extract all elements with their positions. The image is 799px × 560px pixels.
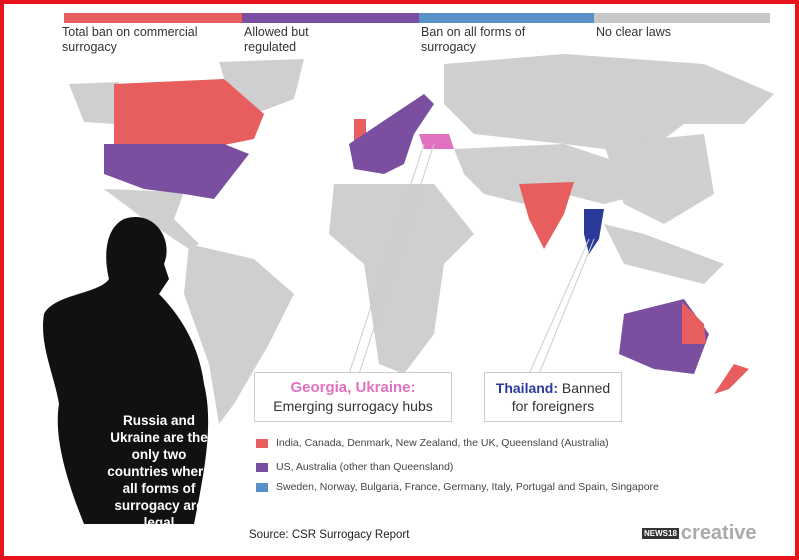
europe-regulated (349, 94, 434, 174)
canada (114, 79, 264, 149)
ukraine-georgia (419, 134, 454, 149)
legend-label: No clear laws (596, 25, 672, 39)
legend-bar-all-ban (419, 13, 594, 23)
legend-label: Ban on all forms of surrogacy (421, 25, 526, 54)
callout-line (358, 143, 435, 375)
africa (329, 184, 474, 374)
callout-text: Emerging surrogacy hubs (273, 398, 433, 414)
country-key-text: Sweden, Norway, Bulgaria, France, German… (276, 481, 659, 493)
queensland (682, 302, 706, 344)
callout-line (348, 143, 425, 375)
legend-bar-regulated (242, 13, 419, 23)
china-east (604, 134, 714, 224)
thailand-callout: Thailand: Banned for foreigners (484, 372, 622, 422)
russia-asia (444, 54, 774, 154)
country-key: US, Australia (other than Queensland) (256, 461, 453, 473)
logo-news: NEWS18 (642, 528, 679, 539)
south-america (184, 244, 294, 424)
southeast-asia (604, 224, 724, 284)
mexico-central-america (104, 189, 199, 249)
legend-bar-no-laws (594, 13, 770, 23)
swatch (256, 462, 268, 472)
country-key: Sweden, Norway, Bulgaria, France, German… (256, 481, 659, 493)
world-map (42, 54, 774, 524)
country-key-text: India, Canada, Denmark, New Zealand, the… (276, 437, 609, 449)
callout-title: Thailand: (495, 380, 559, 396)
usa (104, 144, 249, 199)
country-key: India, Canada, Denmark, New Zealand, the… (256, 437, 609, 449)
georgia-ukraine-callout: Georgia, Ukraine: Emerging surrogacy hub… (254, 372, 452, 422)
legend-label: Total ban on commercial surrogacy (62, 25, 198, 54)
pregnant-woman-silhouette (42, 217, 209, 524)
news18-creative-logo: NEWS18 creative (642, 522, 757, 545)
callout-text: Banned for foreigners (511, 380, 611, 414)
callout-line (528, 238, 590, 375)
new-zealand (714, 364, 749, 394)
russia-ukraine-note: Russia and Ukraine are the only two coun… (107, 413, 211, 530)
legend-label: Allowed but regulated (244, 25, 309, 54)
callout-title: Georgia, Ukraine: (290, 379, 416, 396)
callout-line (538, 238, 595, 375)
logo-creative: creative (680, 522, 757, 544)
thailand (584, 209, 604, 254)
swatch (256, 438, 268, 448)
swatch (256, 482, 268, 492)
source-text: Source: CSR Surrogacy Report (249, 529, 410, 541)
legend-bar-total-ban (64, 13, 242, 23)
middle-east-asia (454, 144, 644, 204)
india (519, 182, 574, 249)
alaska (69, 82, 119, 124)
country-key-text: US, Australia (other than Queensland) (276, 461, 454, 473)
